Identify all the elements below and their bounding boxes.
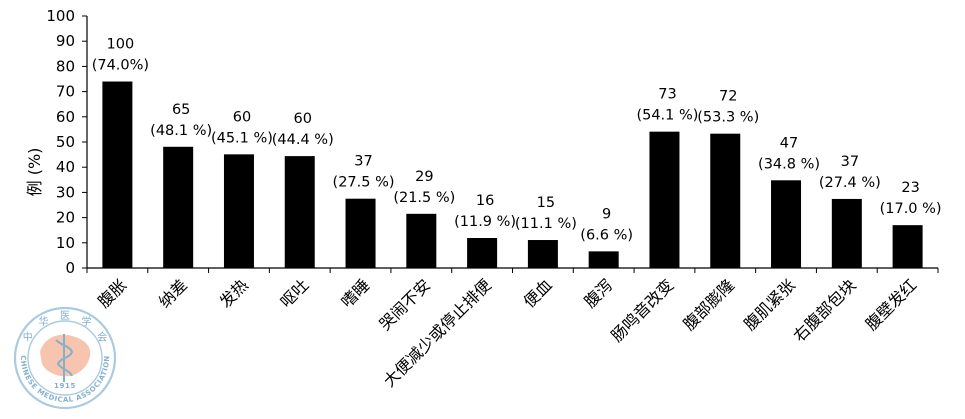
watermark-chinese-char: 中 [23,331,33,344]
bar-percent-label: (74.0%) [92,58,149,74]
x-category-label: 便血 [520,275,556,311]
bar-count-label: 16 [476,193,494,209]
y-tick-label: 0 [65,259,75,277]
bar-percent-label: (48.1 %) [150,123,212,139]
bar-count-label: 60 [233,109,251,125]
bar-percent-label: (44.4 %) [272,132,334,148]
bar-percent-label: (54.1 %) [636,108,698,124]
bar-count-label: 37 [841,154,859,170]
bar [527,240,558,268]
y-tick-label: 70 [56,83,75,101]
y-tick-label: 20 [56,209,75,227]
bar [831,198,862,268]
x-category-label: 哭闹不安 [375,275,434,334]
bar [102,81,133,269]
y-tick-label: 80 [56,57,75,75]
bar-percent-label: (17.0 %) [880,201,942,217]
bar-count-label: 100 [107,37,135,53]
bar-count-label: 15 [537,195,555,211]
bar [467,238,498,268]
watermark-chinese-char: 医 [60,310,70,322]
y-tick-label: 40 [56,158,75,176]
bar-percent-label: (27.4 %) [819,175,881,191]
bar-percent-label: (53.3 %) [697,110,759,126]
bar [406,213,437,268]
bar [588,251,619,268]
x-category-label: 嗜睡 [337,275,373,311]
bar-percent-label: (45.1 %) [211,130,273,146]
watermark-map-shape [40,334,91,377]
x-category-label: 右腹部包块 [790,275,860,345]
watermark-chinese-char: 会 [97,331,107,344]
bar [345,198,376,268]
bar [710,133,741,268]
y-tick-label: 60 [56,108,75,126]
bar-count-label: 29 [415,169,433,185]
x-category-label: 腹泻 [580,275,616,311]
bar [223,154,254,268]
x-category-label: 腹胀 [94,275,130,311]
bar-percent-label: (27.5 %) [333,175,395,191]
bar-percent-label: (11.9 %) [454,214,516,230]
bar-count-label: 60 [294,111,312,127]
bar-count-label: 72 [719,89,737,105]
watermark-chinese-char: 学 [82,315,92,328]
x-category-label: 腹部膨隆 [679,275,738,334]
bar-percent-label: (11.1 %) [515,216,577,232]
y-tick-label: 100 [46,7,75,25]
y-tick-label: 50 [56,133,75,151]
watermark-staff-icon [55,334,74,382]
bar [649,131,680,268]
x-category-label: 腹肌紧张 [740,275,799,334]
bar-count-label: 65 [172,102,190,118]
watermark-chinese-char: 华 [39,315,49,328]
bar [771,180,802,268]
bar-count-label: 9 [602,206,611,222]
bar-count-label: 23 [901,180,919,196]
bar [284,156,315,268]
watermark-year: 1915 [54,382,76,390]
watermark-inner-ring [27,320,103,396]
x-category-label: 发热 [216,275,252,311]
x-category-label: 呕吐 [277,275,313,311]
bar-percent-label: (34.8 %) [758,156,820,172]
x-category-label: 腹壁发红 [862,275,921,334]
y-tick-label: 30 [56,183,75,201]
bar-count-label: 73 [658,87,676,103]
x-category-label: 纳差 [155,275,191,311]
bar [892,225,923,268]
y-axis-label: 例 (%) [25,148,44,197]
bar [163,146,194,268]
bar-count-label: 47 [780,135,798,151]
x-category-label: 大便减少或停止排便 [380,275,495,390]
watermark-outer-ring [13,306,117,410]
y-tick-label: 10 [56,234,75,252]
bar-percent-label: (6.6 %) [580,227,633,243]
y-tick-label: 90 [56,32,75,50]
x-category-label: 肠鸣音改变 [607,275,677,345]
bar-count-label: 37 [354,154,372,170]
bar-percent-label: (21.5 %) [393,190,455,206]
